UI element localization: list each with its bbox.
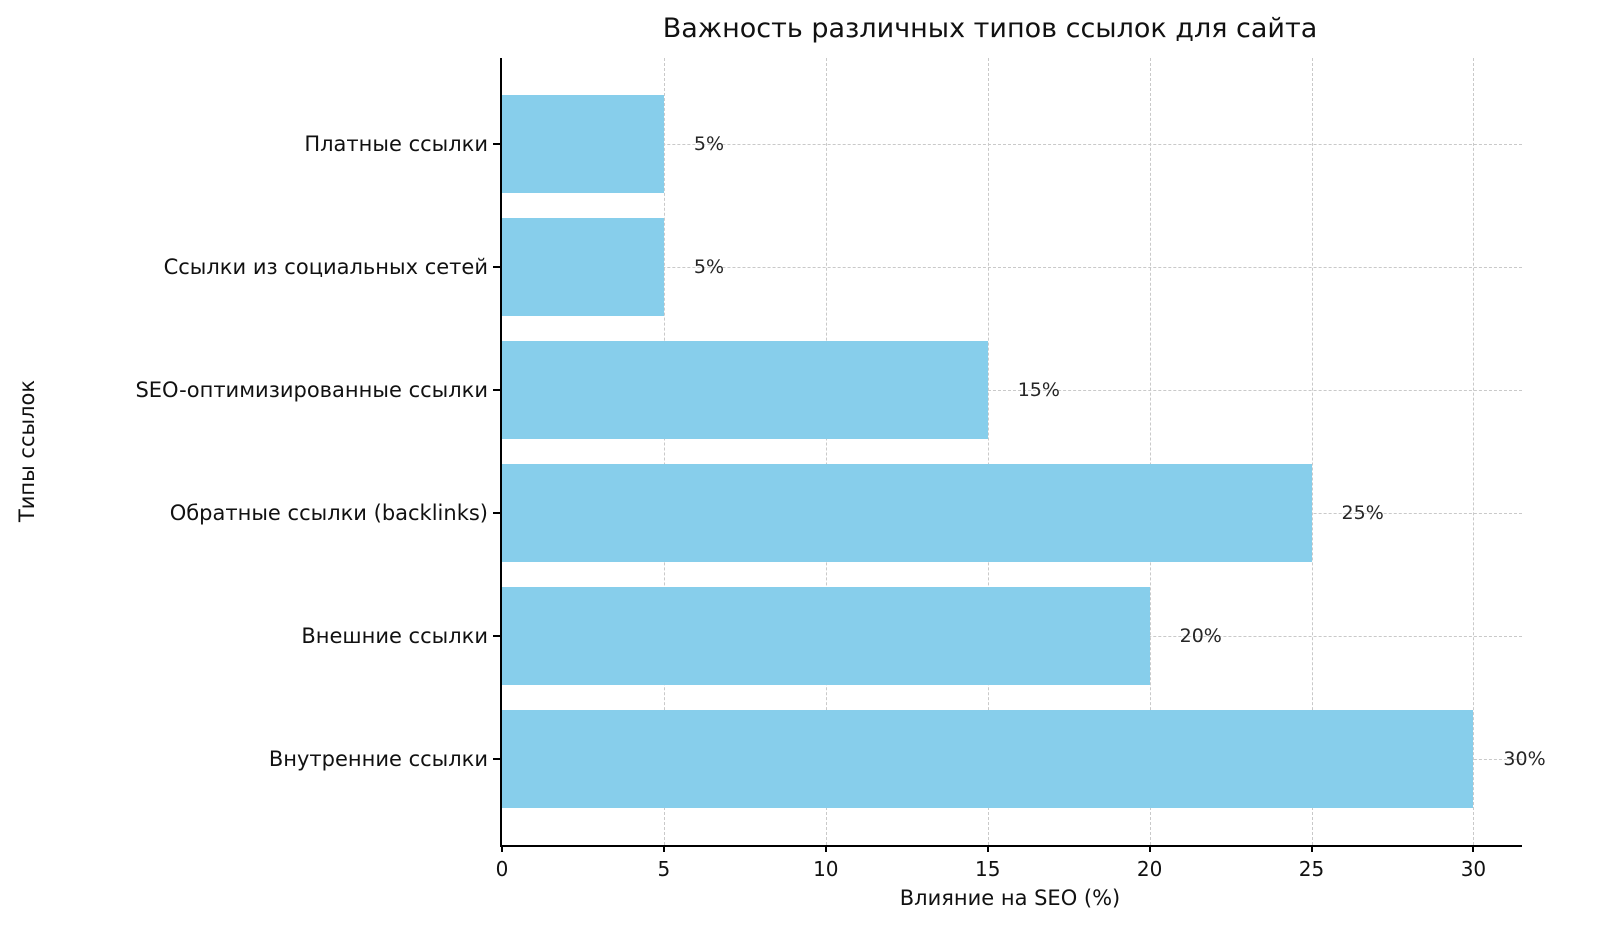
x-tick-mark — [1310, 845, 1313, 852]
bar-value-label: 5% — [693, 256, 725, 279]
x-tick-label: 25 — [1298, 857, 1325, 881]
y-tick-mark — [493, 143, 500, 146]
plot-area: 0 5 10 15 20 25 30 5% 5% 15% 25% 20% 30% — [493, 58, 1546, 881]
x-tick-mark — [1472, 845, 1475, 852]
bar — [502, 463, 1312, 563]
x-tick-label: 30 — [1460, 857, 1487, 881]
y-gridline — [502, 267, 1522, 269]
x-gridline — [825, 58, 827, 845]
bar — [502, 709, 1474, 809]
y-gridline — [502, 144, 1522, 146]
x-tick-mark — [824, 845, 827, 852]
y-tick-label: SEO-оптимизированные ссылки — [135, 378, 488, 403]
chart-title: Важность различных типов ссылок для сайт… — [662, 13, 1318, 44]
y-tick-label: Ссылки из социальных сетей — [163, 255, 488, 280]
y-tick-mark — [493, 389, 500, 392]
y-tick-label: Внутренние ссылки — [268, 746, 488, 771]
bar — [502, 340, 988, 440]
y-tick-mark — [493, 757, 500, 760]
y-tick-labels: Платные ссылки Ссылки из социальных сетей… — [0, 58, 488, 845]
x-axis-label: Влияние на SEO (%) — [899, 886, 1121, 910]
y-tick-mark — [493, 266, 500, 269]
x-gridline — [1149, 58, 1151, 845]
bar — [502, 217, 664, 317]
x-tick-mark — [1148, 845, 1151, 852]
x-tick-mark — [986, 845, 989, 852]
x-tick-label: 20 — [1136, 857, 1163, 881]
y-tick-label: Платные ссылки — [304, 132, 488, 157]
x-gridline — [1473, 58, 1475, 845]
x-tick-label: 10 — [813, 857, 839, 881]
y-tick-label: Внешние ссылки — [301, 623, 488, 648]
x-tick-label: 15 — [974, 857, 1001, 881]
y-gridline — [502, 390, 1522, 392]
bar — [502, 586, 1150, 686]
bar-value-label: 20% — [1179, 624, 1222, 647]
x-tick-label: 0 — [495, 857, 509, 881]
y-tick-mark — [493, 511, 500, 514]
x-gridline — [1311, 58, 1313, 845]
y-tick-mark — [493, 634, 500, 637]
x-gridline — [987, 58, 989, 845]
bar-value-label: 30% — [1503, 747, 1546, 770]
bar-value-label: 5% — [693, 133, 725, 156]
x-tick-mark — [501, 845, 503, 852]
x-gridline — [663, 58, 665, 845]
x-tick-label: 5 — [657, 857, 671, 881]
y-tick-label: Обратные ссылки (backlinks) — [169, 500, 488, 525]
bar — [502, 94, 664, 194]
bar-value-label: 25% — [1341, 501, 1384, 524]
x-tick-mark — [662, 845, 665, 852]
bar-value-label: 15% — [1017, 379, 1060, 402]
